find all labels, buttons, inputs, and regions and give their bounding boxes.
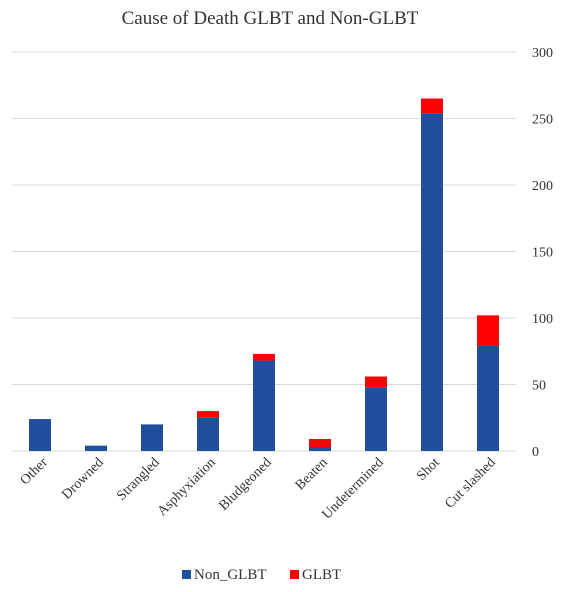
bar-non-glbt: [85, 445, 107, 451]
x-tick-label: Beaten: [293, 455, 331, 493]
bar-glbt: [365, 376, 387, 388]
legend-item: Non_GLBT: [182, 567, 267, 583]
bar-non-glbt: [421, 113, 443, 452]
bar-glbt: [197, 411, 219, 418]
y-tick-label: 150: [532, 246, 553, 261]
bar-glbt: [421, 98, 443, 114]
x-tick-label: Cut slashed: [442, 455, 499, 512]
legend-swatch: [290, 570, 299, 579]
bar-glbt: [477, 315, 499, 346]
y-tick-label: 200: [532, 179, 553, 194]
bar-non-glbt: [309, 447, 331, 451]
x-tick-label: Asphyxiation: [155, 455, 219, 519]
y-tick-label: 100: [532, 312, 553, 327]
x-tick-label: Strangled: [114, 455, 163, 504]
legend-label: Non_GLBT: [194, 567, 267, 583]
y-tick-label: 50: [532, 379, 546, 394]
bar-non-glbt: [477, 345, 499, 451]
bar-non-glbt: [141, 424, 163, 451]
x-tick-label: Bludgeoned: [216, 455, 274, 513]
bar-non-glbt: [365, 387, 387, 451]
y-axis-ticks: 300 250 200 150 100 50 0: [532, 46, 553, 460]
x-tick-label: Other: [18, 455, 51, 488]
y-tick-label: 250: [532, 113, 553, 128]
bar-non-glbt: [197, 417, 219, 451]
bar-glbt: [253, 353, 275, 361]
legend-label: GLBT: [302, 567, 341, 583]
x-axis-labels: Other Drowned StrangledAsphyxiationBludgeo…: [18, 455, 499, 522]
bars: [29, 98, 499, 452]
legend: Non_GLBT GLBT: [182, 567, 341, 583]
bar-non-glbt: [29, 419, 51, 451]
bar-glbt: [309, 439, 331, 448]
x-tick-label: Drowned: [59, 455, 106, 502]
y-tick-label: 0: [532, 445, 539, 460]
y-tick-label: 300: [532, 46, 553, 61]
legend-item: GLBT: [290, 567, 341, 583]
x-tick-label: Shot: [414, 455, 443, 484]
bar-non-glbt: [253, 360, 275, 451]
chart-title: Cause of Death GLBT and Non-GLBT: [122, 8, 419, 29]
legend-swatch: [182, 570, 191, 579]
